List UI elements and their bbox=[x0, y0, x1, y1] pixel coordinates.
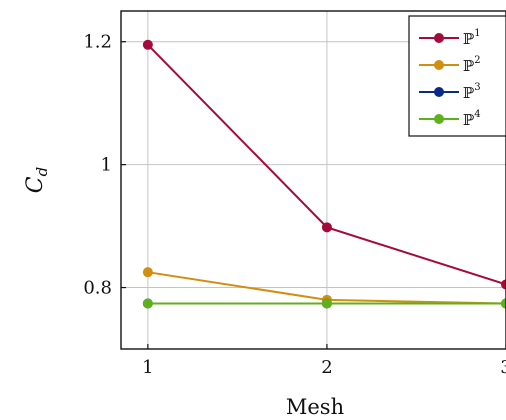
y-tick-label: 1 bbox=[101, 155, 112, 176]
x-tick-label: 1 bbox=[142, 357, 153, 378]
legend-item: ℙ4 bbox=[419, 109, 481, 129]
legend-label: ℙ3 bbox=[463, 82, 481, 102]
y-tick-label: 1.2 bbox=[83, 32, 112, 53]
legend-label: ℙ2 bbox=[463, 55, 481, 75]
series-4 bbox=[142, 298, 506, 309]
legend-box bbox=[408, 15, 506, 137]
x-axis-label: Mesh bbox=[286, 395, 344, 419]
y-axis-label: Cd bbox=[23, 167, 51, 193]
data-point bbox=[321, 298, 332, 309]
y-axis-ticks: 0.8 1 1.2 bbox=[83, 32, 126, 299]
legend-marker bbox=[434, 87, 444, 97]
x-tick-label: 2 bbox=[321, 357, 332, 378]
y-axis-label-subscript: d bbox=[33, 167, 51, 177]
plot-frame bbox=[120, 10, 506, 350]
data-point bbox=[142, 298, 153, 309]
data-point bbox=[501, 298, 506, 309]
data-point bbox=[142, 39, 153, 50]
data-point bbox=[501, 279, 506, 290]
legend-marker bbox=[434, 33, 444, 43]
legend-item: ℙ1 bbox=[419, 28, 481, 48]
data-point bbox=[142, 267, 153, 278]
series-1 bbox=[142, 39, 506, 290]
legend-item: ℙ2 bbox=[419, 55, 481, 75]
legend-label: ℙ4 bbox=[463, 109, 481, 129]
legend: ℙ1 ℙ2 ℙ3 ℙ4 bbox=[408, 15, 506, 137]
legend-marker bbox=[434, 60, 444, 70]
legend-label: ℙ1 bbox=[463, 28, 481, 48]
legend-marker bbox=[434, 114, 444, 124]
y-tick-label: 0.8 bbox=[83, 278, 112, 299]
grid-lines bbox=[121, 11, 506, 349]
x-axis-ticks: 1 2 3 bbox=[142, 344, 506, 378]
x-tick-label: 3 bbox=[500, 357, 506, 378]
data-point bbox=[321, 222, 332, 233]
series-layer bbox=[142, 39, 506, 309]
y-axis-label-main: C bbox=[23, 176, 48, 193]
legend-item: ℙ3 bbox=[419, 82, 481, 102]
